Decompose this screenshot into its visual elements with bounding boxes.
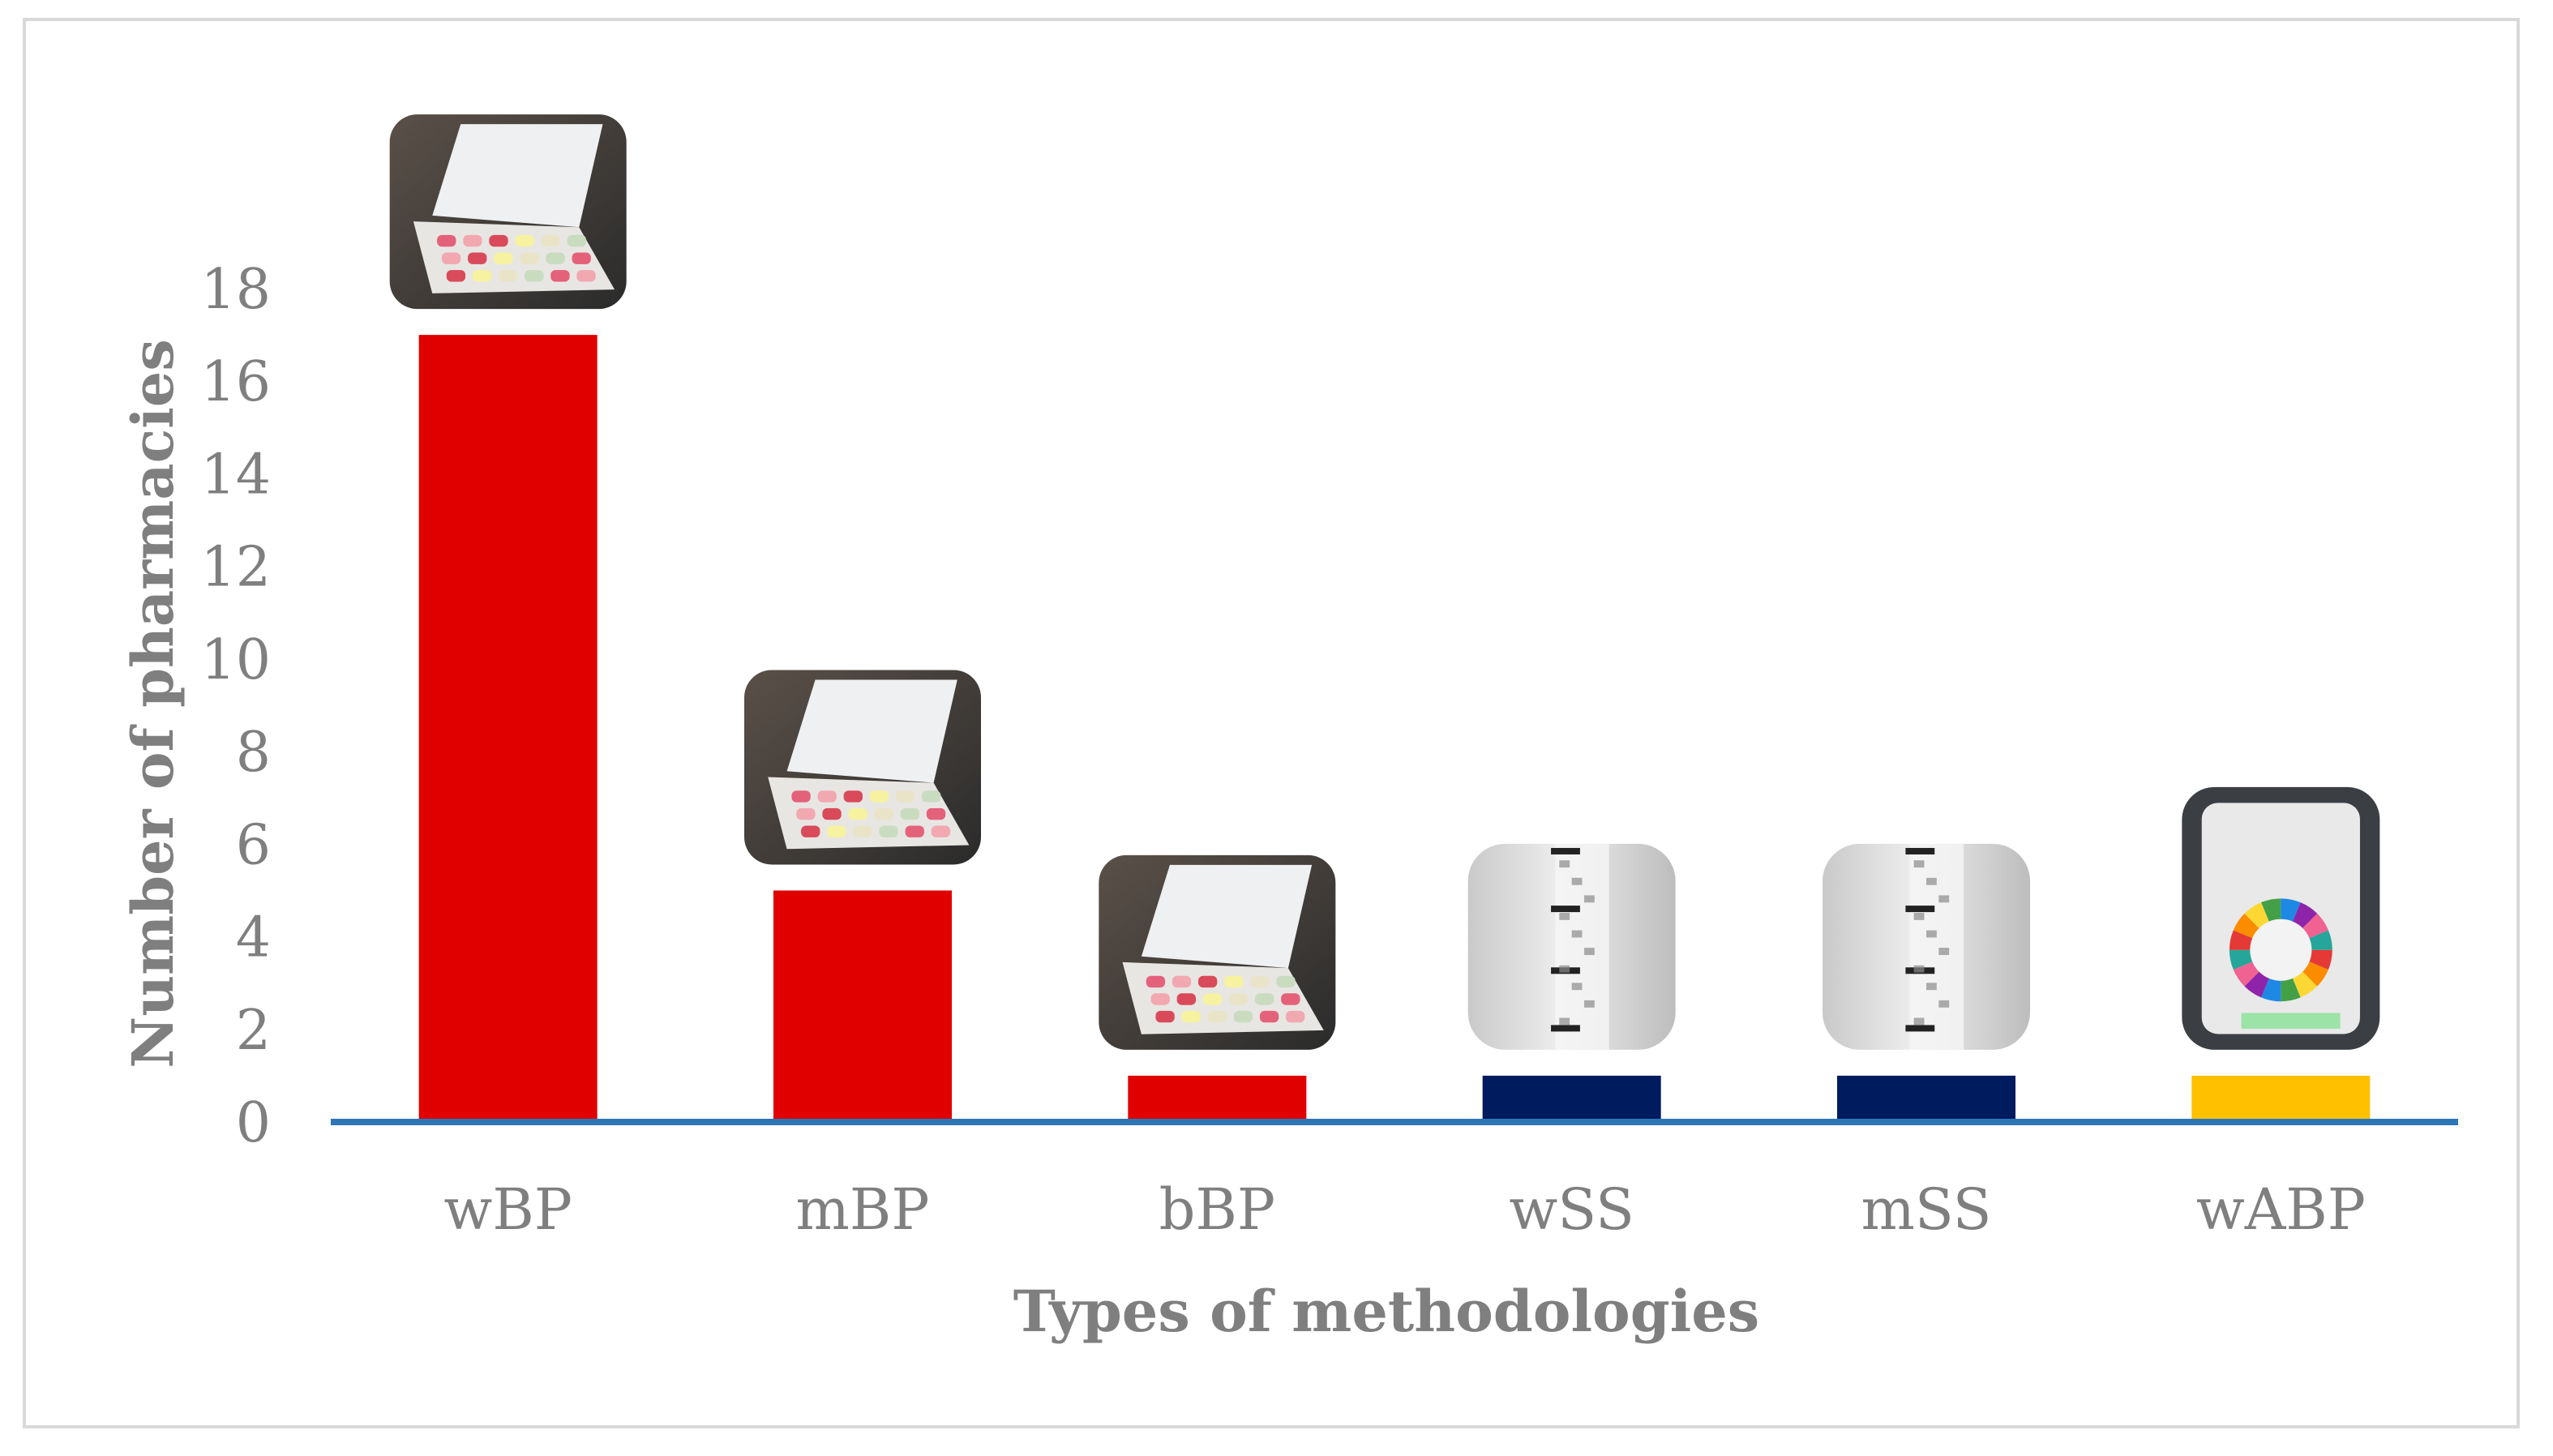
bar	[1128, 1075, 1307, 1122]
y-tick-label: 10	[200, 628, 271, 692]
bar	[418, 335, 598, 1123]
x-category-label: wABP	[2196, 1176, 2366, 1243]
y-axis-ticks: 0 2 4 6 8 10 12 14 16 18	[200, 258, 271, 1155]
automated-dispenser-photo	[2182, 786, 2380, 1050]
y-tick-label: 8	[236, 721, 271, 785]
x-axis-categories: wBP mBP bBP wSS mSS wABP	[443, 1176, 2365, 1243]
x-category-label: bBP	[1159, 1176, 1275, 1243]
x-axis-title: Types of methodologies	[1013, 1278, 1759, 1345]
bar	[1837, 1075, 2015, 1122]
blister-pack-photo	[1099, 854, 1336, 1050]
bar	[2191, 1075, 2371, 1122]
blister-pack-photo	[389, 114, 627, 310]
sachet-strip-photo	[1467, 843, 1676, 1050]
y-tick-label: 14	[200, 443, 271, 507]
y-tick-label: 2	[236, 999, 271, 1063]
bars	[418, 335, 2371, 1123]
blister-pack-photo	[744, 670, 981, 865]
y-tick-label: 0	[236, 1091, 271, 1155]
y-tick-label: 12	[200, 536, 271, 600]
x-category-label: wBP	[443, 1176, 572, 1243]
y-axis-title: Number of pharmacies	[119, 339, 186, 1068]
sachet-strip-photo	[1823, 843, 2030, 1050]
y-tick-label: 16	[200, 350, 271, 414]
y-tick-label: 18	[200, 258, 271, 322]
bar-pictures	[389, 114, 2380, 1050]
x-category-label: mSS	[1861, 1176, 1991, 1243]
bar	[1482, 1075, 1661, 1122]
y-tick-label: 4	[236, 906, 271, 970]
bar	[773, 890, 952, 1122]
x-category-label: mBP	[796, 1176, 930, 1243]
y-tick-label: 6	[236, 813, 271, 877]
x-category-label: wSS	[1509, 1176, 1634, 1243]
